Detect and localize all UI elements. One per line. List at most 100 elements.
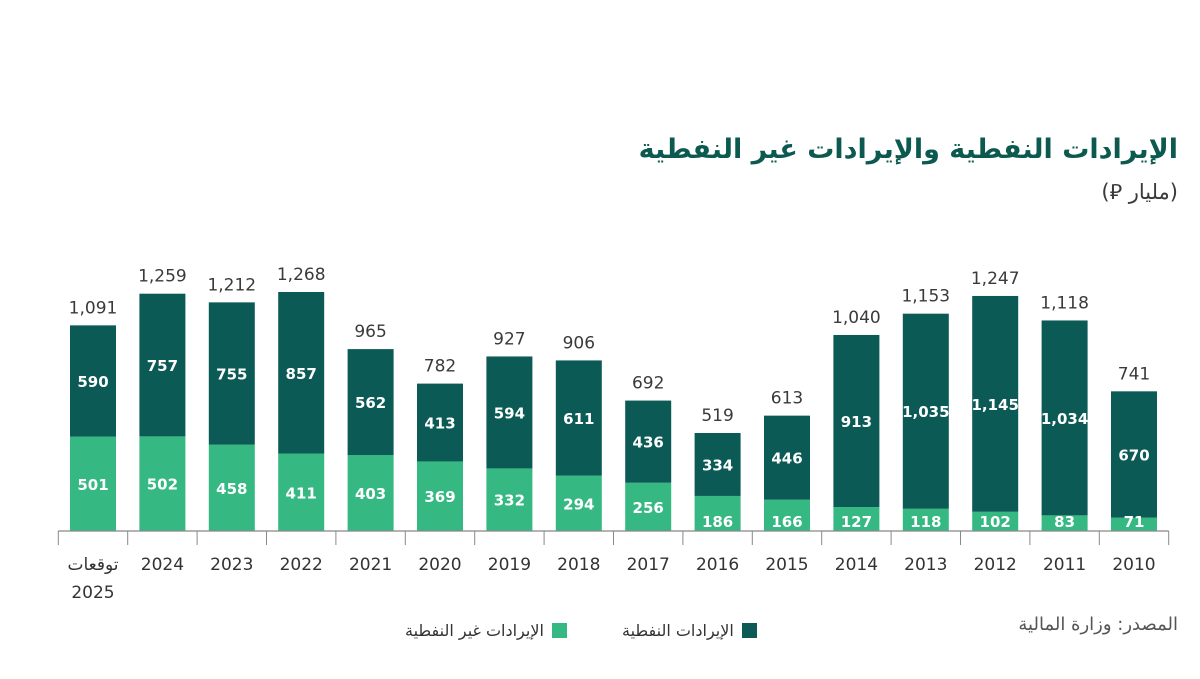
label-oil-4: 913: [841, 413, 872, 431]
label-total-0: 741: [1118, 364, 1150, 384]
label-non-oil-5: 166: [771, 513, 802, 531]
bar-oil-10: [417, 383, 463, 462]
label-total-3: 1,153: [901, 287, 950, 307]
label-oil-10: 413: [424, 415, 455, 433]
x-tick-layer: 2010 2011 2012 2013 2014 2015 2016 2017 2018 2019…: [57, 531, 1170, 603]
bar-non-oil-4: [833, 507, 880, 531]
label-non-oil-7: 256: [633, 499, 664, 517]
label-total-11: 965: [354, 322, 386, 342]
bar-non-oil-8: [555, 475, 602, 531]
bar-oil-11: [347, 349, 394, 456]
label-oil-3: 1,035: [902, 403, 949, 421]
label-oil-8: 611: [563, 410, 594, 428]
bar-oil-4: [833, 334, 880, 508]
label-oil-2: 1,145: [971, 396, 1018, 414]
label-total-8: 906: [563, 333, 595, 353]
label-total-1: 1,118: [1040, 293, 1089, 313]
x-tick-label-6: 2016: [696, 555, 739, 575]
legend-item-oil: الإيرادات النفطية: [622, 621, 757, 640]
x-tick-label-15-0: توقعات: [67, 555, 118, 575]
label-oil-13: 755: [216, 366, 247, 384]
bar-oil-13: [208, 302, 255, 445]
x-tick-label-10: 2020: [418, 555, 461, 575]
x-tick-label-14: 2024: [141, 555, 184, 575]
label-oil-1: 1,034: [1041, 410, 1088, 428]
label-non-oil-9: 332: [494, 492, 525, 510]
bar-non-oil-1: [1041, 515, 1088, 531]
label-oil-14: 757: [147, 357, 178, 375]
label-non-oil-3: 118: [910, 513, 941, 531]
label-total-14: 1,259: [138, 267, 187, 287]
label-non-oil-14: 502: [147, 476, 178, 494]
bar-oil-3: [902, 313, 949, 509]
legend-swatch-oil: [741, 623, 757, 638]
bar-oil-12: [278, 292, 325, 454]
bar-non-oil-2: [972, 511, 1019, 531]
bar-oil-7: [625, 400, 672, 483]
label-non-oil-10: 369: [424, 488, 455, 506]
label-oil-15: 590: [77, 373, 108, 391]
bar-oil-1: [1041, 320, 1088, 516]
bar-non-oil-14: [139, 436, 186, 531]
bar-non-oil-0: [1111, 517, 1157, 531]
x-tick-label-7: 2017: [627, 555, 670, 575]
bar-non-oil-13: [208, 444, 255, 531]
bars-layer: [70, 292, 1157, 531]
label-total-6: 519: [701, 406, 733, 426]
x-tick-label-4: 2014: [835, 555, 878, 575]
label-total-7: 692: [632, 374, 664, 394]
bar-non-oil-11: [347, 455, 394, 531]
label-total-2: 1,247: [971, 269, 1020, 289]
label-oil-0: 670: [1118, 446, 1149, 464]
label-non-oil-6: 186: [702, 513, 733, 531]
bar-non-oil-12: [278, 453, 325, 531]
label-non-oil-11: 403: [355, 485, 386, 503]
x-tick-label-0: 2010: [1112, 555, 1155, 575]
label-non-oil-4: 127: [841, 513, 872, 531]
bar-non-oil-7: [625, 482, 672, 531]
x-tick-label-5: 2015: [765, 555, 808, 575]
bar-oil-14: [139, 293, 186, 437]
chart-subtitle: (مليار ⃁): [1101, 180, 1178, 204]
legend-swatch-non-oil: [551, 623, 567, 638]
label-non-oil-12: 411: [286, 484, 317, 502]
bar-non-oil-10: [417, 461, 463, 531]
legend-label-oil: الإيرادات النفطية: [622, 621, 734, 640]
bar-non-oil-3: [902, 508, 949, 531]
bar-oil-15: [70, 325, 116, 437]
label-non-oil-2: 102: [980, 513, 1011, 531]
label-total-4: 1,040: [832, 308, 881, 328]
source-note: المصدر: وزارة المالية: [1018, 614, 1178, 635]
label-oil-5: 446: [771, 450, 802, 468]
label-total-9: 927: [493, 329, 525, 349]
x-tick-label-2: 2012: [974, 555, 1017, 575]
x-tick-label-11: 2021: [349, 555, 392, 575]
bar-oil-0: [1111, 391, 1157, 518]
bar-oil-6: [694, 432, 741, 496]
x-tick-label-3: 2013: [904, 555, 947, 575]
bar-non-oil-5: [764, 499, 810, 531]
label-oil-7: 436: [633, 434, 664, 452]
x-tick-label-9: 2019: [488, 555, 531, 575]
bar-oil-2: [972, 295, 1019, 512]
x-tick-label-8: 2018: [557, 555, 600, 575]
legend-label-non-oil: الإيرادات غير النفطية: [405, 621, 544, 640]
legend-item-non-oil: الإيرادات غير النفطية: [405, 621, 567, 640]
label-oil-12: 857: [286, 365, 317, 383]
label-total-13: 1,212: [207, 275, 256, 295]
x-tick-label-1: 2011: [1043, 555, 1086, 575]
bar-non-oil-6: [694, 495, 741, 531]
bar-oil-5: [764, 415, 810, 500]
label-total-10: 782: [424, 357, 456, 377]
label-oil-6: 334: [702, 456, 733, 474]
label-non-oil-15: 501: [77, 476, 108, 494]
bar-oil-9: [486, 356, 533, 469]
bar-non-oil-9: [486, 468, 533, 531]
label-non-oil-8: 294: [563, 495, 594, 513]
x-tick-label-13: 2023: [210, 555, 253, 575]
label-total-15: 1,091: [69, 298, 118, 318]
bar-oil-8: [555, 360, 602, 476]
label-oil-9: 594: [494, 404, 525, 422]
chart-title: الإيرادات النفطية والإيرادات غير النفطية: [638, 134, 1178, 165]
